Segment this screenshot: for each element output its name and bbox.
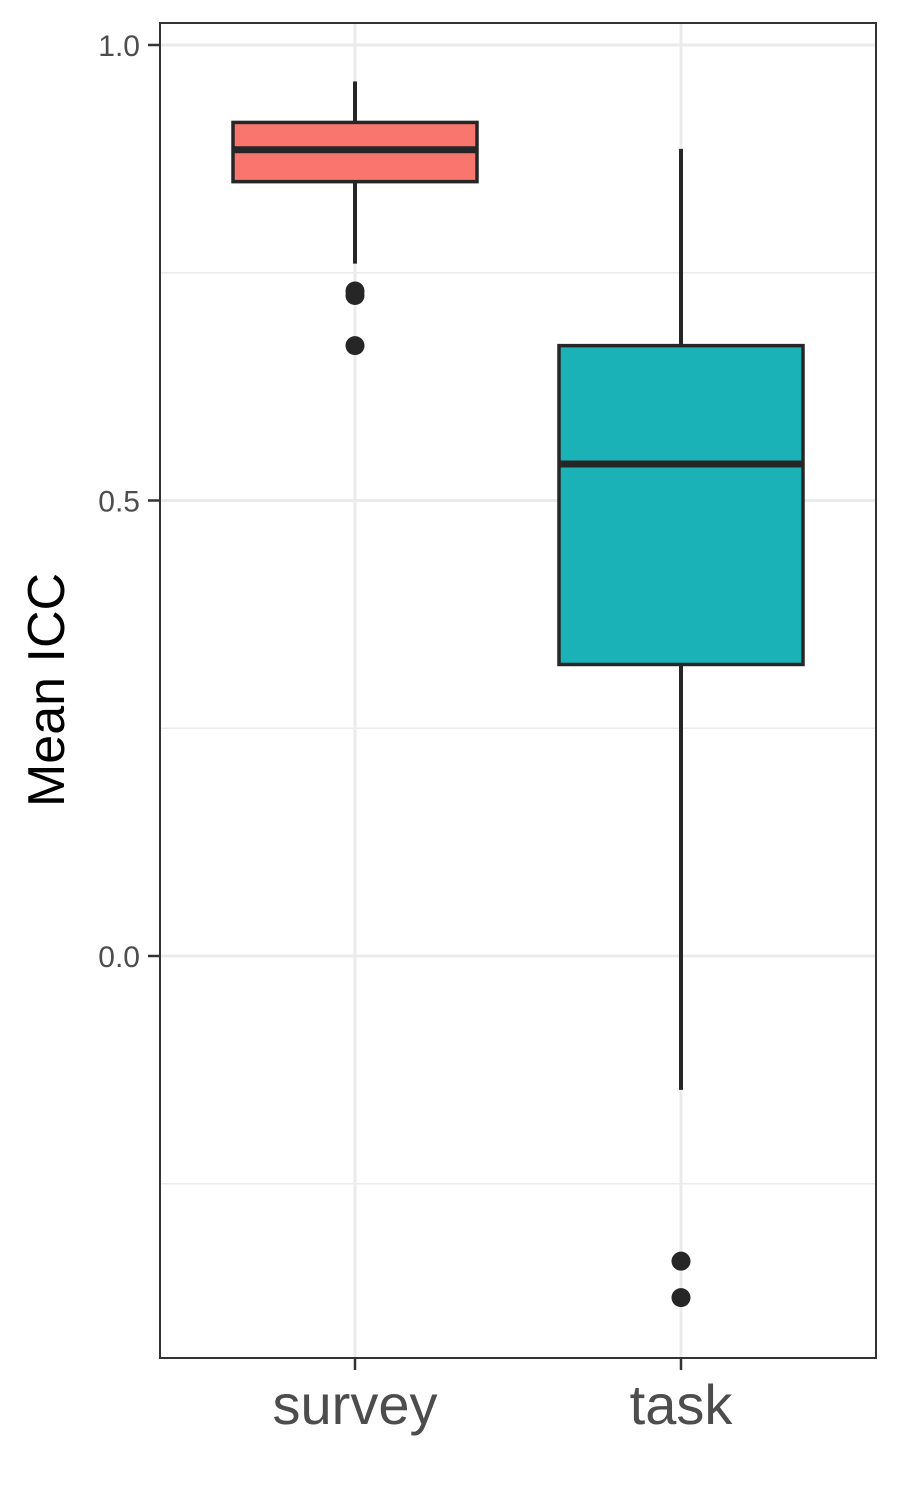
x-category-label-task: task (630, 1373, 734, 1436)
panel-border (159, 22, 877, 1359)
y-axis-title: Mean ICC (18, 573, 76, 807)
y-tick-label: 1.0 (98, 30, 140, 63)
y-tick-label: 0.0 (98, 941, 140, 974)
outlier-point (345, 336, 365, 356)
y-tick-label: 0.5 (98, 486, 140, 519)
box-body (557, 343, 805, 667)
boxes (231, 81, 805, 1308)
outlier-point (671, 1288, 691, 1308)
x-category-label-survey: survey (273, 1373, 438, 1436)
box-task (557, 148, 805, 1308)
outlier-point (671, 1251, 691, 1271)
outlier-point (345, 286, 365, 306)
box-survey (231, 81, 479, 356)
axes: 0.0 0.5 1.0 survey task (98, 30, 733, 1436)
